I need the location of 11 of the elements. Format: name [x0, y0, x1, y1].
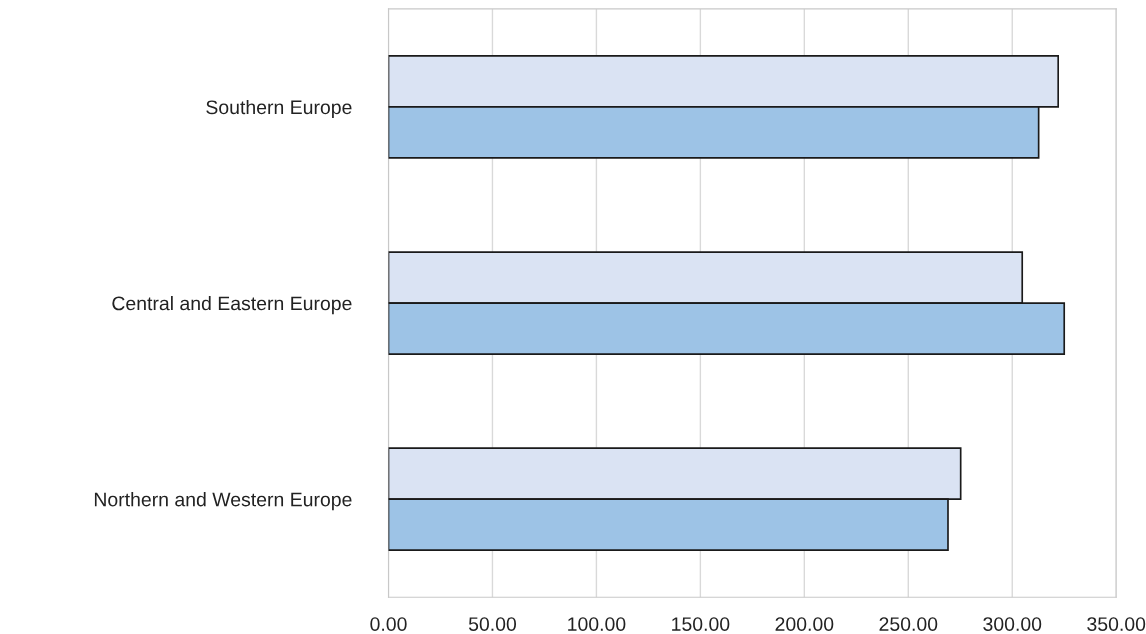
x-tick-label: 250.00 — [879, 617, 938, 631]
y-tick-label: Central and Eastern Europe — [112, 296, 352, 315]
y-tick-label: Southern Europe — [206, 99, 352, 119]
x-tick-label: 300.00 — [983, 617, 1042, 631]
x-tick-label: 200.00 — [775, 617, 834, 631]
x-tick-label: 150.00 — [672, 617, 730, 631]
x-tick-label: 350.00 — [1087, 617, 1146, 631]
x-tick-label: 50.00 — [468, 617, 517, 631]
x-tick-label: 100.00 — [568, 617, 626, 631]
y-tick-label: Northern and Western Europe — [94, 492, 352, 511]
x-tick-label: 0.00 — [370, 617, 407, 631]
